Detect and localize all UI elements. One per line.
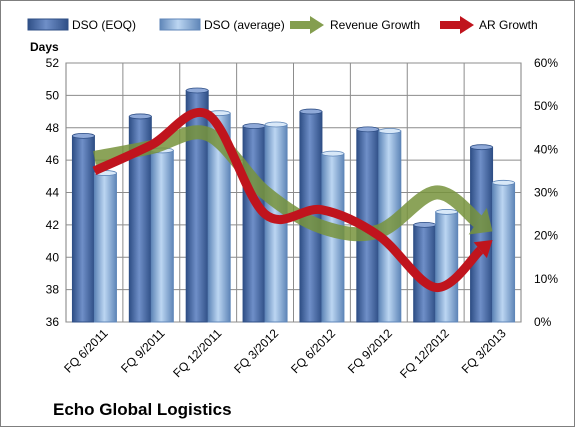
bar-dso-eoq — [242, 125, 266, 323]
bar-dso-eoq — [185, 90, 209, 323]
bar-dso-average — [93, 172, 117, 323]
legend-label-ar-growth: AR Growth — [479, 18, 538, 32]
y-tick-label: 40 — [46, 250, 60, 264]
y-tick-label: 44 — [46, 186, 60, 200]
bar-top-dso-average — [378, 128, 402, 134]
bar-top-dso-average — [264, 121, 288, 128]
x-axis: FQ 6/2011 FQ 9/2011 FQ 12/2011 FQ 3/2012 FQ … — [61, 326, 509, 381]
legend-label-dso-average: DSO (average) — [204, 18, 285, 32]
y2-tick-label: 0% — [534, 315, 552, 329]
y-tick-label: 36 — [46, 315, 60, 329]
bar-top-dso-eoq — [72, 132, 95, 139]
bar-top-dso-eoq — [356, 126, 380, 133]
legend-item-revenue-growth: Revenue Growth — [290, 16, 420, 34]
y2-tick-label: 60% — [534, 56, 558, 70]
bar-top-dso-average — [492, 179, 515, 186]
bar-top-dso-eoq — [413, 221, 437, 228]
bar-marks — [71, 87, 516, 323]
x-tick-label: FQ 6/2012 — [288, 326, 338, 376]
bar-dso-eoq — [71, 135, 95, 323]
bar-top-dso-eoq — [470, 144, 493, 151]
legend-swatch-dso-average — [159, 18, 201, 31]
bar-dso-average — [492, 182, 516, 323]
bar-top-dso-average — [321, 150, 345, 157]
y-tick-label: 50 — [46, 88, 60, 102]
y2-tick-label: 30% — [534, 186, 558, 200]
bar-dso-average — [435, 211, 459, 323]
arrowhead-revenue-growth — [468, 207, 493, 235]
bar-top-dso-eoq — [128, 113, 152, 120]
y-tick-label: 52 — [46, 56, 60, 70]
legend-arrow-revenue-growth — [290, 16, 324, 34]
x-tick-label: FQ 3/2013 — [459, 326, 509, 376]
legend-arrow-ar-growth — [440, 16, 474, 34]
bar-top-dso-eoq — [299, 108, 323, 115]
legend: DSO (EOQ) DSO (average) Revenue Growth A… — [27, 16, 538, 34]
y2-tick-label: 10% — [534, 272, 558, 286]
y-tick-label: 42 — [46, 218, 60, 232]
x-tick-label: FQ 9/2011 — [118, 326, 168, 376]
line-marks — [92, 108, 493, 292]
y2-tick-label: 50% — [534, 99, 558, 113]
y-tick-label: 38 — [46, 283, 60, 297]
line-ar-growth — [92, 108, 484, 292]
y2-tick-label: 40% — [534, 142, 558, 156]
bar-top-dso-average — [435, 209, 459, 215]
legend-label-dso-eoq: DSO (EOQ) — [72, 18, 136, 32]
left-axis: 36 38 40 42 44 46 48 50 52 — [46, 56, 60, 329]
y-tick-label: 48 — [46, 121, 60, 135]
right-axis: 0% 10% 20% 30% 40% 50% 60% — [534, 56, 558, 329]
legend-item-dso-eoq: DSO (EOQ) — [27, 18, 136, 32]
y-tick-label: 46 — [46, 153, 60, 167]
bar-dso-average — [150, 149, 174, 323]
legend-swatch-dso-eoq — [27, 18, 69, 31]
bar-dso-eoq — [470, 146, 494, 323]
x-tick-label: FQ 3/2012 — [231, 326, 281, 376]
legend-label-revenue-growth: Revenue Growth — [330, 18, 420, 32]
bar-top-dso-eoq — [185, 87, 209, 94]
y-axis-unit-label: Days — [30, 40, 59, 54]
x-tick-label: FQ 6/2011 — [61, 326, 111, 376]
chart-caption: Echo Global Logistics — [53, 400, 232, 419]
legend-item-ar-growth: AR Growth — [440, 16, 538, 34]
legend-item-dso-average: DSO (average) — [159, 18, 285, 32]
x-tick-label: FQ 9/2012 — [345, 326, 395, 376]
arrowhead-ar-growth — [473, 239, 493, 259]
x-tick-label: FQ 12/2012 — [397, 326, 452, 381]
bar-top-dso-eoq — [242, 123, 266, 130]
y2-tick-label: 20% — [534, 229, 558, 243]
x-tick-label: FQ 12/2011 — [170, 326, 224, 380]
